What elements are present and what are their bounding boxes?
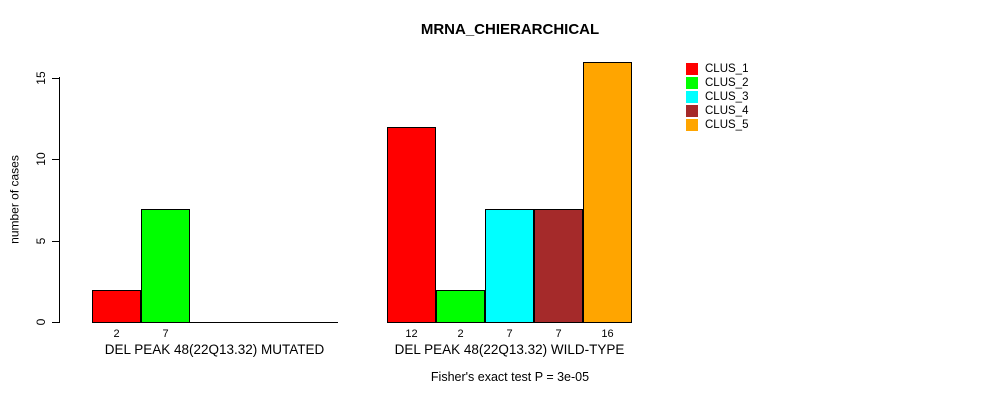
legend-label: CLUS_5 — [705, 119, 749, 131]
legend-swatch — [686, 91, 698, 103]
legend-swatch — [686, 105, 698, 117]
zero-height-bar-clus_4 — [239, 322, 289, 323]
y-tick-label: 15 — [34, 71, 48, 85]
zero-height-bar-clus_5 — [288, 322, 338, 323]
legend-item-clus_3: CLUS_3 — [686, 90, 748, 104]
legend-item-clus_2: CLUS_2 — [686, 76, 748, 90]
bar-value-label: 12 — [405, 328, 418, 340]
legend-item-clus_4: CLUS_4 — [686, 104, 748, 118]
y-tick-label: 5 — [34, 237, 48, 245]
bar-clus_3 — [485, 209, 534, 323]
legend-swatch — [686, 119, 698, 131]
legend-item-clus_1: CLUS_1 — [686, 62, 748, 76]
y-axis-tick — [52, 322, 59, 323]
bar-clus_1 — [92, 290, 141, 323]
legend-swatch — [686, 63, 698, 75]
legend-item-clus_5: CLUS_5 — [686, 118, 748, 132]
bar-clus_2 — [436, 290, 485, 323]
legend-label: CLUS_3 — [705, 91, 749, 103]
y-tick-label: 0 — [34, 318, 48, 326]
x-axis-group-label: DEL PEAK 48(22Q13.32) MUTATED — [104, 342, 325, 357]
bar-clus_2 — [141, 209, 190, 323]
bar-value-label: 7 — [506, 328, 513, 340]
zero-height-bar-clus_3 — [190, 322, 240, 323]
legend-label: CLUS_2 — [705, 77, 749, 89]
bar-clus_1 — [387, 127, 436, 323]
y-axis-line — [59, 77, 60, 323]
legend: CLUS_1 CLUS_2 CLUS_3 CLUS_4 CLUS_5 — [686, 62, 748, 132]
bar-clus_4 — [534, 209, 583, 323]
legend-label: CLUS_4 — [705, 105, 749, 117]
y-axis-tick — [52, 159, 59, 160]
legend-swatch — [686, 77, 698, 89]
y-tick-label: 10 — [34, 152, 48, 166]
footnote-text: Fisher's exact test P = 3e-05 — [430, 370, 590, 384]
legend-label: CLUS_1 — [705, 63, 749, 75]
y-axis-tick — [52, 241, 59, 242]
x-axis-group-label: DEL PEAK 48(22Q13.32) WILD-TYPE — [394, 342, 625, 357]
y-axis-tick — [52, 78, 59, 79]
bar-value-label: 2 — [113, 328, 120, 340]
bar-clus_5 — [583, 62, 632, 323]
bar-value-label: 7 — [162, 328, 169, 340]
bar-value-label: 16 — [601, 328, 614, 340]
chart-title: MRNA_CHIERARCHICAL — [420, 21, 600, 38]
bar-value-label: 7 — [555, 328, 562, 340]
bar-value-label: 2 — [457, 328, 464, 340]
